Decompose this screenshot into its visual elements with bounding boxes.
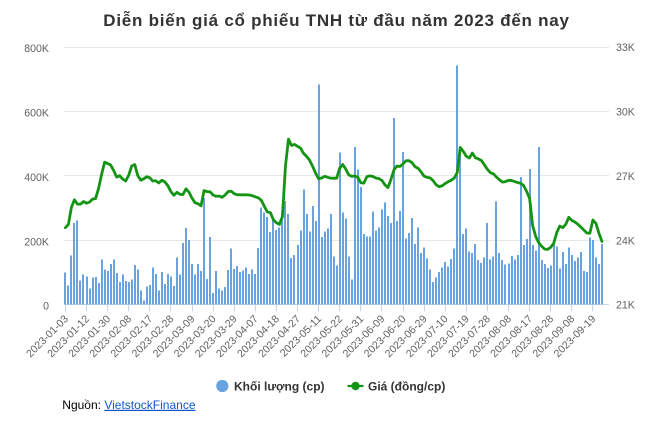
svg-text:Giá (đồng/cp): Giá (đồng/cp)	[368, 380, 445, 394]
svg-text:24K: 24K	[616, 235, 635, 247]
svg-text:0: 0	[43, 301, 49, 313]
svg-text:33K: 33K	[616, 42, 635, 54]
svg-text:600K: 600K	[24, 107, 49, 119]
svg-text:Nguồn: VietstockFinance: Nguồn: VietstockFinance	[62, 398, 196, 412]
svg-text:800K: 800K	[24, 43, 49, 55]
svg-text:200K: 200K	[24, 236, 49, 248]
svg-text:400K: 400K	[24, 172, 49, 184]
svg-text:21K: 21K	[616, 300, 635, 312]
svg-text:27K: 27K	[616, 171, 635, 183]
svg-text:Khối lượng (cp): Khối lượng (cp)	[234, 380, 325, 394]
svg-text:30K: 30K	[616, 106, 635, 118]
svg-text:Diễn biến giá cổ phiếu TNH từ: Diễn biến giá cổ phiếu TNH từ đầu năm 20…	[103, 11, 569, 30]
